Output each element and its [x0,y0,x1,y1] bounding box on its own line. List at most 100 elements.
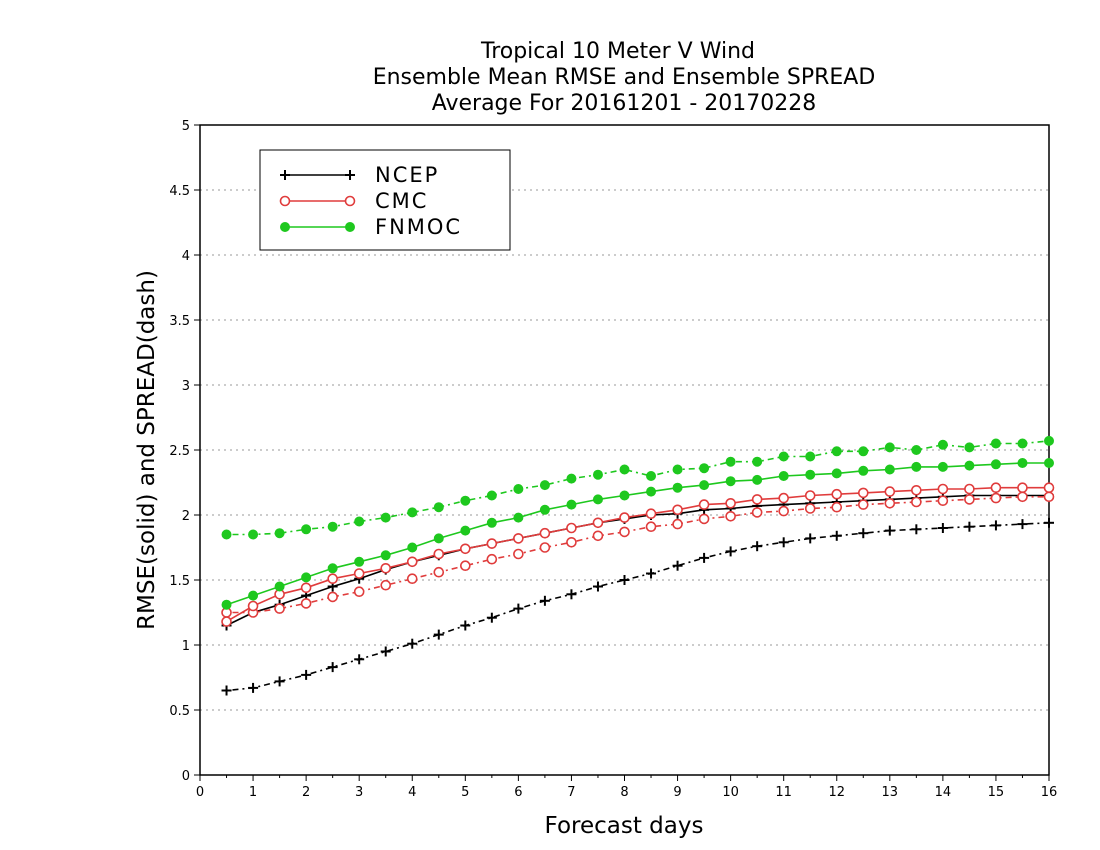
spread-point-ncep [539,595,550,606]
rmse-point-cmc [725,497,736,509]
spread-point-fnmoc [1017,438,1028,449]
rmse-point-fnmoc [964,460,975,471]
spread-point-cmc [884,497,896,509]
rmse-point-cmc [539,527,551,539]
rmse-point-fnmoc [619,490,630,501]
spread-point-cmc [1017,491,1028,503]
spread-point-cmc [300,598,312,609]
spread-point-fnmoc [221,529,232,540]
spread-point-ncep [858,528,869,539]
spread-point-ncep [486,612,497,623]
spread-point-cmc [990,492,1002,504]
x-tick-label: 1 [249,785,257,800]
legend-label-cmc: CMC [375,189,428,213]
rmse-point-fnmoc [990,459,1001,470]
x-tick-label: 2 [302,785,310,800]
rmse-point-cmc [380,562,392,574]
rmse-point-cmc [964,483,975,495]
y-tick-label: 4 [182,249,190,264]
spread-point-ncep [884,525,895,536]
spread-point-cmc [937,495,949,507]
rmse-point-fnmoc [274,581,285,592]
spread-point-cmc [353,586,365,598]
spread-point-fnmoc [592,469,603,480]
rmse-point-cmc [300,582,312,594]
spread-point-fnmoc [380,512,391,523]
rmse-point-cmc [1043,482,1055,494]
legend-label-fnmoc: FNMOC [375,215,462,239]
x-tick-label: 10 [722,785,739,800]
series-fnmoc [221,435,1054,610]
spread-point-ncep [619,575,630,585]
spread-point-fnmoc [964,442,975,453]
spread-point-ncep [699,552,710,563]
x-tick-label: 14 [935,785,952,800]
spread-point-ncep [301,669,312,680]
spread-point-cmc [751,507,763,518]
rmse-point-cmc [221,616,232,627]
rmse-point-cmc [566,522,577,534]
spread-point-cmc [513,548,524,560]
chart-title: Tropical 10 Meter V Wind Ensemble Mean R… [373,39,876,116]
spread-point-cmc [619,526,630,538]
y-tick-label: 3 [182,379,190,394]
spread-point-fnmoc [1044,435,1054,446]
rmse-point-fnmoc [433,533,444,544]
x-tick-label: 12 [828,785,845,800]
rmse-point-fnmoc [354,556,365,567]
title-line-1: Tropical 10 Meter V Wind [480,39,755,64]
series-layer [221,435,1055,696]
spread-point-fnmoc [911,445,922,455]
spread-point-cmc [804,503,816,514]
rmse-point-fnmoc [407,542,418,553]
y-tick-label: 1.5 [169,574,190,589]
rmse-point-fnmoc [1017,458,1028,468]
x-tick-label: 4 [408,785,416,800]
x-tick-label: 9 [673,785,681,800]
rmse-point-fnmoc [566,499,577,510]
spread-point-ncep [646,568,657,579]
legend-marker-ncep [345,170,355,180]
title-line-3: Average For 20161201 - 20170228 [432,91,817,116]
rmse-point-fnmoc [778,471,789,481]
spread-point-ncep [513,603,524,614]
rmse-point-cmc [751,494,763,505]
spread-point-fnmoc [990,438,1001,449]
y-tick-label: 1 [182,639,190,654]
spread-point-cmc [380,579,392,591]
rmse-point-cmc [513,533,524,544]
spread-point-ncep [327,662,338,673]
rmse-point-cmc [619,512,630,523]
spread-point-cmc [778,505,789,517]
x-tick-label: 5 [461,785,469,800]
rmse-point-cmc [911,484,922,496]
spread-point-cmc [857,499,869,510]
spread-point-ncep [221,685,232,696]
spread-point-cmc [566,536,577,548]
spread-point-fnmoc [725,456,736,467]
spread-point-ncep [990,520,1001,531]
rmse-point-cmc [778,492,789,504]
rmse-point-fnmoc [248,590,259,601]
x-tick-label: 0 [196,785,204,800]
spread-point-ncep [566,589,577,600]
legend-marker-ncep [280,170,290,180]
x-tick-label: 13 [882,785,899,800]
x-tick-label: 8 [620,785,628,800]
spread-point-fnmoc [354,516,365,527]
rmse-line-cmc [226,486,1049,623]
spread-point-ncep [407,638,418,649]
spread-point-ncep [433,629,444,640]
rmse-point-cmc [327,573,338,585]
spread-point-fnmoc [699,463,710,474]
spread-point-cmc [725,510,736,522]
y-axis-label: RMSE(solid) and SPREAD(dash) [134,270,160,630]
spread-point-fnmoc [831,446,842,457]
legend-item-fnmoc: FNMOC [280,215,462,239]
spread-point-cmc [327,591,338,603]
rmse-point-fnmoc [221,599,232,610]
spread-point-cmc [964,494,975,505]
rmse-point-fnmoc [805,469,816,480]
